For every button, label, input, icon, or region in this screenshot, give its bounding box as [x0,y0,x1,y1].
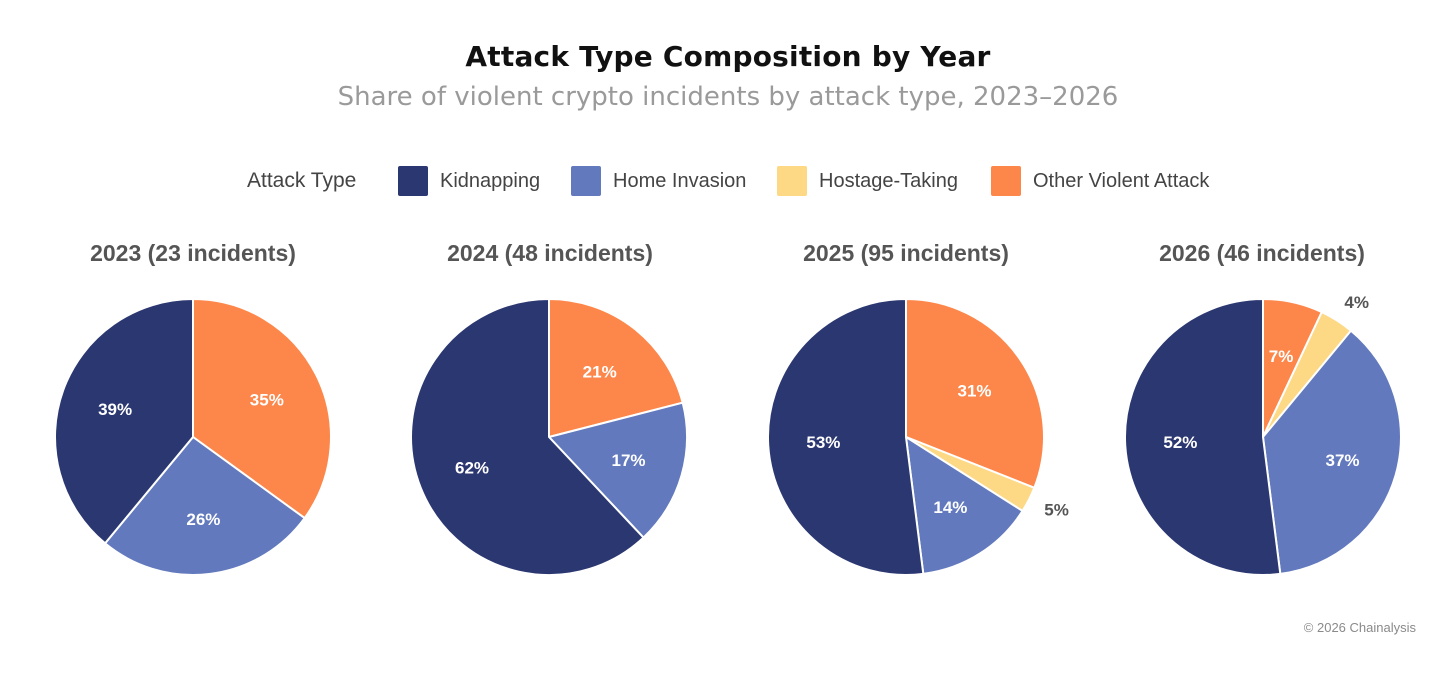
legend: Attack Type Kidnapping Home Invasion Hos… [0,166,1456,196]
pie-0: 35% 26% 39% [54,298,332,576]
pie-slice-label: 4% [1344,293,1369,312]
legend-title: Attack Type [247,169,357,192]
pie-slice-label: 53% [806,433,840,452]
pie-slice-label: 62% [455,459,489,478]
pie-slice-label: 37% [1325,451,1359,470]
pie-slice-label: 5% [1044,501,1069,520]
pie-slice-other-violent-attack [905,298,1045,489]
pie-1: 21% 17% 62% [410,298,688,576]
chart-subtitle: Share of violent crypto incidents by att… [337,82,1119,112]
pie-slice-label: 26% [186,510,220,529]
pie-title-2025: 2025 (95 incidents) [803,240,1009,266]
pie-2: 31% 5% 14% 53% [767,298,1069,576]
pie-title-2026: 2026 (46 incidents) [1159,240,1365,266]
legend-label-other-violent-attack: Other Violent Attack [1033,170,1210,192]
pie-slice-other-violent-attack [192,298,332,520]
pie-slice-label: 31% [957,382,991,401]
chart-title: Attack Type Composition by Year [465,40,991,73]
pie-slice-label: 21% [583,363,617,382]
pie-slice-other-violent-attack [548,298,684,438]
pie-title-2023: 2023 (23 incidents) [90,240,296,266]
legend-swatch-home-invasion [571,166,601,196]
pie-slice-home-invasion [548,401,688,539]
pie-slice-label: 17% [611,451,645,470]
pie-3: 7% 4% 37% 52% [1124,293,1402,576]
pie-slice-label: 14% [933,498,967,517]
legend-label-hostage-taking: Hostage-Taking [819,170,958,192]
pie-slice-home-invasion [104,436,306,576]
pie-slice-label: 52% [1163,433,1197,452]
pie-slice-home-invasion [905,436,1024,575]
pie-slice-home-invasion [1262,329,1402,575]
legend-swatch-other-violent-attack [991,166,1021,196]
legend-label-kidnapping: Kidnapping [440,170,541,192]
pie-slice-kidnapping [410,298,645,576]
legend-swatch-hostage-taking [777,166,807,196]
pie-slice-label: 35% [250,390,284,409]
legend-label-home-invasion: Home Invasion [613,170,747,192]
pie-slice-kidnapping [1124,298,1282,576]
pie-slice-kidnapping [54,298,194,545]
pie-slice-kidnapping [767,298,925,576]
pie-slice-label: 7% [1269,347,1294,366]
legend-swatch-kidnapping [398,166,428,196]
pie-title-2024: 2024 (48 incidents) [447,240,653,266]
pie-slice-label: 39% [98,400,132,419]
copyright-footer: © 2026 Chainalysis [1303,620,1416,635]
